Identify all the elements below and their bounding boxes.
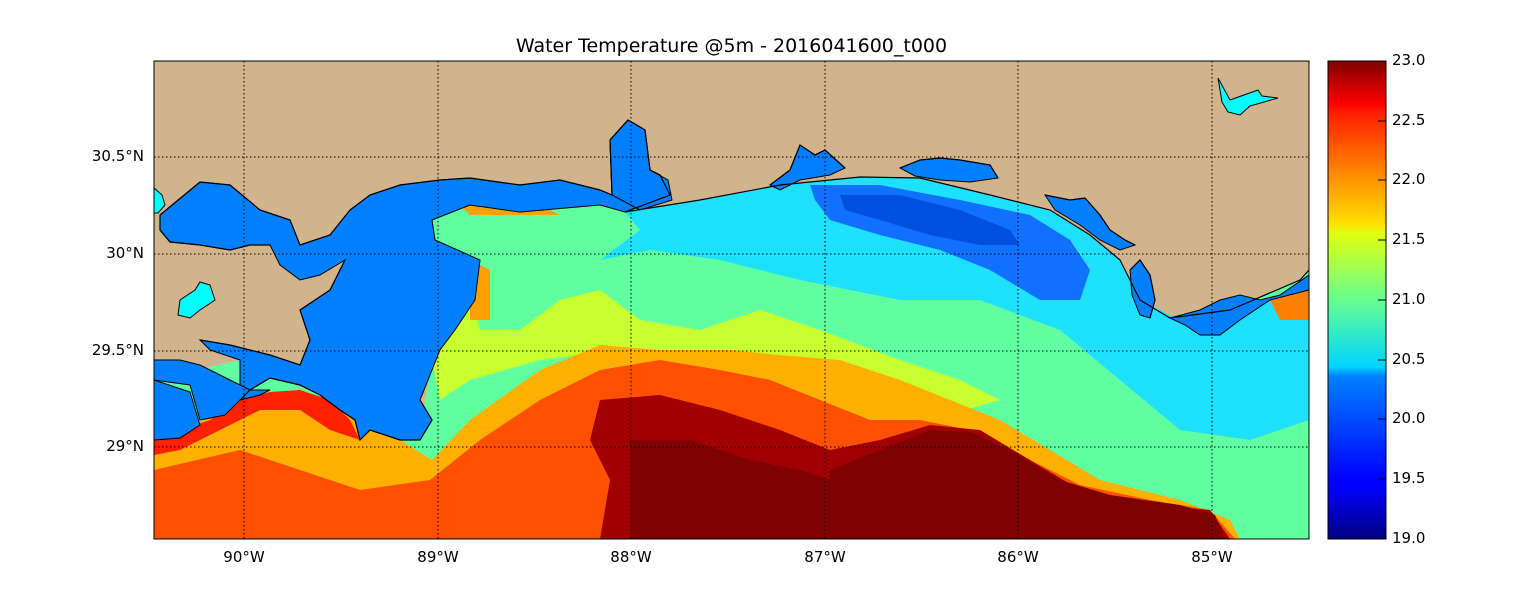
- lake-maurepas: [177, 281, 216, 319]
- lake-west-edge: [154, 187, 166, 214]
- coastline: [159, 119, 1309, 442]
- nearshore-warm-3: [460, 205, 560, 320]
- map-frame: [153, 60, 1310, 540]
- colorbar-label: 20.5: [1392, 350, 1426, 368]
- cold-core-deep: [840, 195, 1020, 245]
- lat-label: 29°N: [106, 437, 144, 455]
- map-title: Water Temperature @5m - 2016041600_t000: [515, 35, 948, 57]
- colorbar-label: 19.0: [1392, 529, 1426, 547]
- lon-label: 87°W: [804, 548, 846, 566]
- colorbar-label: 21.0: [1392, 290, 1426, 308]
- lon-label: 85°W: [1191, 548, 1233, 566]
- lat-label: 29.5°N: [91, 341, 144, 359]
- hot-core-deep: [630, 430, 1225, 539]
- coastal-water: [154, 119, 1309, 441]
- graticule: [154, 61, 1309, 539]
- map-area: [154, 61, 1309, 539]
- colorbar-label: 20.0: [1392, 409, 1426, 427]
- colorbar-label: 22.0: [1392, 170, 1426, 188]
- colorbar-label: 21.5: [1392, 230, 1426, 248]
- nearshore-warm-1: [154, 390, 360, 455]
- colorbar: [1327, 60, 1387, 540]
- west-coastal-water: [154, 359, 271, 421]
- lon-label: 90°W: [223, 548, 265, 566]
- lon-label: 89°W: [417, 548, 459, 566]
- temperature-field: [154, 177, 1309, 539]
- colorbar-label: 23.0: [1392, 51, 1426, 69]
- lat-label: 30°N: [106, 244, 144, 262]
- colorbar-label: 22.5: [1392, 111, 1426, 129]
- lon-label: 86°W: [997, 548, 1039, 566]
- lake-seminole: [1217, 77, 1279, 116]
- cool-band: [600, 177, 1309, 440]
- colorbar-label: 19.5: [1392, 469, 1426, 487]
- lat-label: 30.5°N: [91, 147, 144, 165]
- lon-label: 88°W: [610, 548, 652, 566]
- colorbar-ticks: [1378, 60, 1386, 540]
